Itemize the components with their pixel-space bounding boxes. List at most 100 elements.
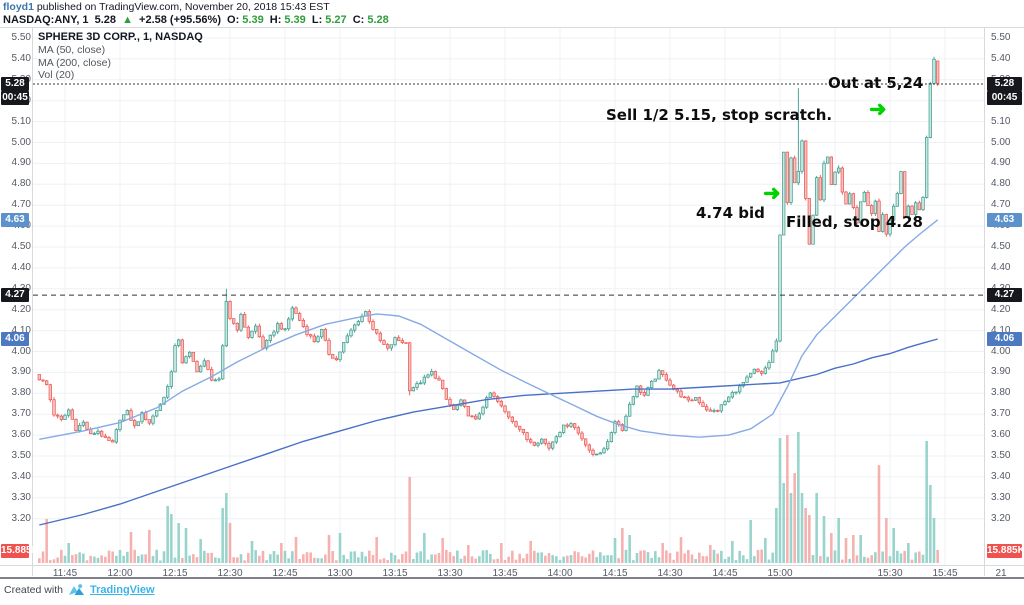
time-tick-label: 13:15 (382, 568, 408, 579)
footer: Created with TradingView (4, 583, 155, 596)
tradingview-link[interactable]: TradingView (89, 583, 155, 596)
low-label: L: (311, 14, 323, 26)
price-tick-label: 5.50 (991, 32, 1011, 43)
price-tick-label: 5.50 (11, 32, 31, 43)
price-tick-label: 4.20 (991, 303, 1011, 315)
volume-value-box: 15.885K (987, 544, 1024, 558)
candles-layer (37, 56, 940, 457)
last-price-box: 5.28 (987, 77, 1022, 91)
symbol-name: NASDAQ:ANY, (3, 14, 80, 26)
price-tick-label: 4.70 (11, 199, 31, 211)
price-tick-label: 3.40 (11, 470, 31, 482)
time-tick-label: 13:00 (327, 568, 353, 579)
price-tick-label: 4.50 (11, 241, 31, 252)
price-tick-label: 4.70 (991, 199, 1011, 211)
price-tick-label: 4.80 (11, 178, 31, 190)
chart-top-border (0, 27, 1024, 28)
open-label: O: (227, 14, 240, 26)
legend-ma200[interactable]: MA (200, close) (38, 56, 111, 69)
time-axis-border (0, 565, 1024, 566)
price-tick-label: 4.20 (11, 303, 31, 315)
time-tick-label: 14:45 (712, 568, 738, 579)
up-triangle-icon: ▲ (122, 14, 133, 26)
legend-ma50[interactable]: MA (50, close) (38, 44, 106, 56)
price-axis-right[interactable]: 5.505.405.305.205.105.004.904.804.704.60… (985, 27, 1024, 565)
time-tick-label: 14:30 (657, 568, 683, 579)
price-tick-label: 3.20 (991, 512, 1011, 524)
price-tick-label: 3.30 (11, 491, 31, 503)
time-tick-label: 21 (995, 568, 1007, 579)
price-tick-label: 5.40 (991, 52, 1011, 64)
close-label: C: (352, 14, 365, 26)
author-link[interactable]: floyd1 (3, 1, 34, 13)
price-tick-label: 3.90 (991, 366, 1011, 378)
time-tick-label: 15:30 (877, 568, 903, 579)
high-value: 5.39 (284, 14, 306, 26)
price-tick-label: 3.40 (991, 470, 1011, 482)
price-tick-label: 4.40 (11, 261, 31, 273)
legend-symbol-title[interactable]: SPHERE 3D CORP., 1, NASDAQ (38, 31, 203, 43)
price-tick-label: 4.80 (991, 178, 1011, 190)
ma200-line (39, 338, 938, 526)
interval: 1 (82, 14, 89, 26)
ma-lines (39, 219, 939, 526)
legend-volume[interactable]: Vol (20) (38, 69, 75, 81)
price-tick-label: 5.10 (11, 115, 31, 127)
price-tick-label: 3.80 (11, 387, 31, 399)
time-tick-label: 12:30 (217, 568, 243, 579)
price-tick-label: 4.40 (991, 261, 1011, 273)
byline-text: published on TradingView.com, November 2… (33, 1, 330, 13)
time-tick-label: 12:00 (107, 568, 133, 579)
last-price-box: 5.28 (1, 77, 29, 91)
price-tick-label: 5.00 (11, 136, 31, 148)
price-tick-label: 3.70 (991, 408, 1011, 420)
right-arrow-icon: ➜ (869, 98, 887, 121)
trade-note: 4.74 bid (696, 204, 765, 222)
price-tick-label: 4.10 (991, 324, 1011, 336)
time-tick-label: 12:45 (272, 568, 298, 579)
price-tick-label: 3.60 (11, 429, 31, 441)
price-tick-label: 4.90 (991, 157, 1011, 169)
level-box: 4.27 (1, 288, 29, 302)
time-tick-label: 11:45 (52, 568, 78, 579)
price-tick-label: 5.10 (991, 115, 1011, 127)
price-tick-label: 3.50 (11, 450, 31, 461)
volume-layer (38, 432, 939, 563)
countdown-box: 00:45 (987, 91, 1022, 105)
time-tick-label: 14:15 (602, 568, 628, 579)
price-tick-label: 3.60 (991, 429, 1011, 441)
price-axis-left[interactable]: 5.505.405.305.205.105.004.904.804.704.60… (0, 27, 39, 565)
time-tick-label: 15:00 (767, 568, 793, 579)
price-tick-label: 3.20 (11, 512, 31, 524)
trade-note: Out at 5,24 (828, 74, 924, 92)
price-tick-label: 3.70 (11, 408, 31, 420)
time-tick-label: 13:30 (437, 568, 463, 579)
ma200-value-box: 4.06 (1, 332, 29, 346)
price-tick-label: 5.40 (11, 52, 31, 64)
last-price: 5.28 (94, 14, 117, 26)
bottom-rule (0, 577, 1024, 579)
time-tick-label: 14:00 (547, 568, 573, 579)
price-tick-label: 3.50 (991, 450, 1011, 461)
close-value: 5.28 (367, 14, 389, 26)
time-tick-label: 12:15 (162, 568, 188, 579)
chart-legend: SPHERE 3D CORP., 1, NASDAQ MA (50, close… (38, 31, 203, 82)
byline: floyd1 published on TradingView.com, Nov… (3, 1, 392, 13)
right-arrow-icon: ➜ (763, 182, 781, 205)
tradingview-logo-icon (68, 583, 85, 596)
price-tick-label: 4.10 (11, 324, 31, 336)
time-tick-label: 15:45 (932, 568, 958, 579)
price-tick-label: 3.80 (991, 387, 1011, 399)
ma50-value-box: 4.63 (1, 213, 29, 227)
volume-value-box: 15.885K (1, 544, 39, 558)
price-tick-label: 4.50 (991, 241, 1011, 252)
header: floyd1 published on TradingView.com, Nov… (3, 1, 392, 27)
created-with-label: Created with (4, 583, 63, 596)
open-value: 5.39 (242, 14, 264, 26)
price-tick-label: 4.90 (11, 157, 31, 169)
gridlines (33, 27, 984, 565)
price-tick-label: 5.00 (991, 136, 1011, 148)
trade-note: Sell 1/2 5.15, stop scratch. (606, 106, 833, 124)
